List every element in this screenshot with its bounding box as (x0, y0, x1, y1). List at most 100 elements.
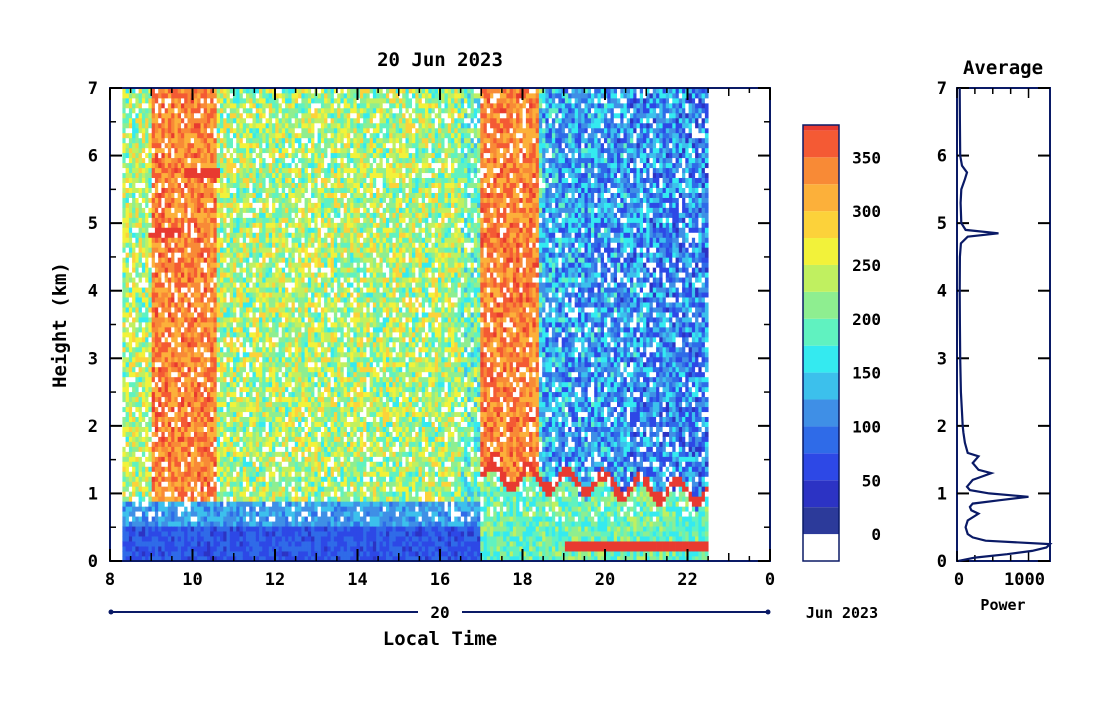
heatmap-cell (190, 122, 195, 129)
heatmap-cell (148, 307, 153, 313)
heatmap-cell (233, 98, 237, 104)
heatmap-cell (174, 441, 179, 447)
heatmap-cell (174, 197, 179, 203)
heatmap-cell (220, 88, 224, 94)
heatmap-cell (272, 147, 276, 154)
heatmap-cell (229, 336, 234, 343)
heatmap-cell (213, 127, 218, 134)
heatmap-cell (161, 172, 166, 178)
heatmap-cell (148, 207, 153, 213)
heatmap-cell (197, 466, 201, 472)
heatmap-cell (236, 297, 240, 303)
heatmap-cell (223, 376, 227, 383)
heatmap-cell (216, 446, 221, 452)
heatmap-cell (288, 376, 292, 383)
heatmap-cell (268, 102, 273, 109)
heatmap-cell (132, 461, 136, 467)
heatmap-cell (268, 157, 273, 164)
heatmap-cell (249, 292, 253, 298)
heatmap-cell (135, 466, 140, 472)
heatmap-cell (223, 117, 227, 124)
heatmap-cell (233, 132, 237, 139)
heatmap-cell (200, 237, 205, 243)
heatmap-cell (148, 272, 153, 278)
heatmap-cell (220, 197, 224, 203)
heatmap-cell (135, 426, 140, 432)
heatmap-cell (207, 132, 211, 139)
heatmap-cell (184, 177, 188, 183)
heatmap-cell (278, 336, 283, 343)
heatmap-cell (275, 551, 279, 557)
heatmap-cell (138, 217, 143, 223)
heatmap-cell (171, 351, 175, 358)
heatmap-cell (278, 88, 283, 94)
heatmap-cell (187, 247, 192, 253)
heatmap-cell (171, 247, 175, 253)
heatmap-cell (233, 471, 237, 477)
heatmap-cell (132, 272, 136, 278)
heatmap-cell (164, 332, 169, 338)
heatmap-cell (197, 401, 201, 408)
heatmap-cell (148, 147, 153, 154)
heatmap-cell (187, 546, 192, 552)
heatmap-cell (161, 88, 166, 94)
heatmap-cell (272, 152, 276, 159)
heatmap-cell (220, 122, 224, 129)
heatmap-cell (203, 466, 208, 472)
heatmap-cell (154, 381, 159, 388)
heatmap-cell (285, 212, 289, 218)
heatmap-cell (281, 511, 286, 517)
heatmap-cell (194, 346, 198, 353)
heatmap-cell (223, 426, 227, 432)
heatmap-cell (138, 187, 143, 193)
heatmap-cell (148, 391, 153, 398)
heatmap-cell (288, 416, 292, 422)
heatmap-cell (242, 451, 247, 457)
heatmap-cell (249, 247, 253, 253)
heatmap-cell (265, 371, 270, 378)
heatmap-cell (288, 177, 292, 183)
heatmap-cell (138, 88, 143, 94)
heatmap-cell (184, 436, 188, 442)
heatmap-cell (268, 411, 273, 417)
heatmap-cell (164, 98, 169, 104)
heatmap-cell (161, 227, 166, 233)
heatmap-cell (207, 481, 211, 487)
heatmap-cell (141, 426, 146, 432)
heatmap-cell (141, 322, 146, 328)
heatmap-cell (184, 351, 188, 358)
heatmap-cell (207, 282, 211, 288)
heatmap-cell (177, 277, 182, 283)
heatmap-cell (216, 466, 221, 472)
heatmap-cell (187, 341, 192, 348)
heatmap-cell (216, 217, 221, 223)
heatmap-cell (242, 257, 247, 263)
heatmap-cell (135, 332, 140, 338)
heatmap-cell (184, 187, 188, 193)
heatmap-cell (203, 332, 208, 338)
heatmap-cell (281, 282, 286, 288)
heatmap-cell (200, 476, 205, 482)
heatmap-cell (197, 341, 201, 348)
heatmap-cell (268, 516, 273, 522)
heatmap-cell (145, 381, 149, 388)
heatmap-cell (200, 227, 205, 233)
heatmap-cell (281, 421, 286, 427)
heatmap-cell (272, 401, 276, 408)
heatmap-cell (239, 346, 244, 353)
heatmap-cell (135, 237, 140, 243)
heatmap-cell (135, 177, 140, 183)
heatmap-cell (138, 401, 143, 408)
heatmap-cell (151, 107, 156, 114)
heatmap-cell (252, 202, 257, 208)
heatmap-cell (138, 317, 143, 323)
heatmap-cell (246, 222, 250, 228)
heatmap-cell (268, 461, 273, 467)
heatmap-cell (259, 93, 263, 99)
heatmap-cell (265, 406, 270, 413)
heatmap-cell (239, 496, 244, 502)
heatmap-cell (135, 436, 140, 442)
heatmap-cell (184, 252, 188, 258)
heatmap-cell (184, 441, 188, 447)
heatmap-cell (203, 446, 208, 452)
